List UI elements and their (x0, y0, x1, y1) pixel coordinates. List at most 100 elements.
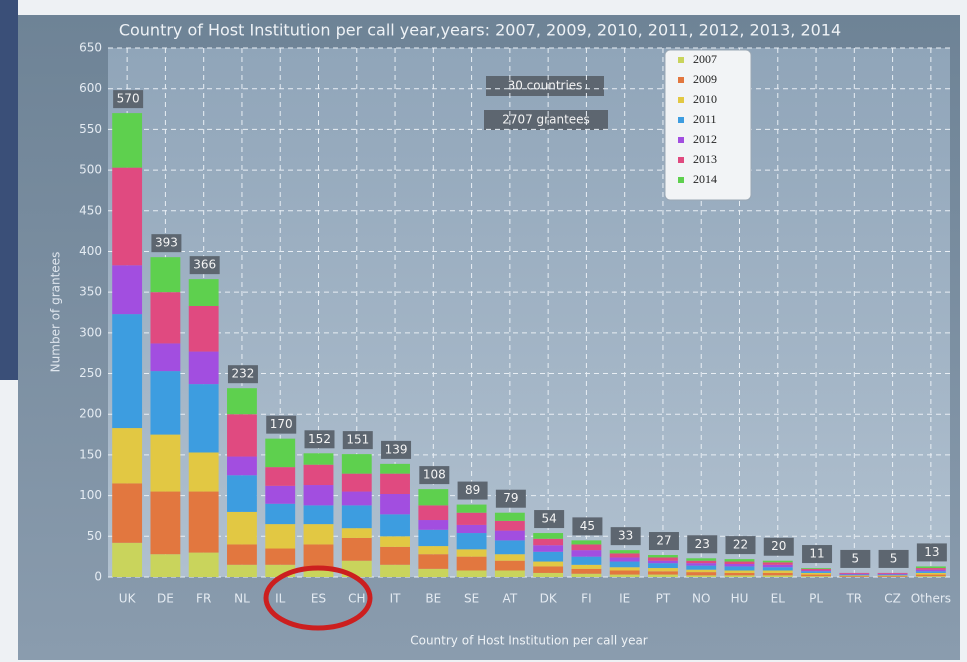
bar-segment (188, 552, 219, 577)
total-label: 151 (346, 433, 369, 447)
bar-segment (762, 575, 793, 577)
legend-swatch (678, 157, 684, 163)
total-label: 108 (423, 468, 446, 482)
bar-segment (418, 554, 449, 569)
bar-segment (150, 554, 181, 577)
bar-segment (724, 563, 755, 567)
total-label: 54 (541, 512, 556, 526)
legend-label: 2009 (693, 72, 717, 86)
x-axis-label: Country of Host Institution per call yea… (410, 634, 648, 648)
bar-segment (456, 556, 487, 571)
bar-segment (724, 575, 755, 577)
bar-segment (686, 560, 717, 564)
bar-segment (341, 473, 372, 492)
bar-segment (418, 505, 449, 521)
total-label: 20 (771, 539, 786, 553)
bar-segment (456, 533, 487, 550)
bar-segment (648, 574, 678, 577)
bar-segment (418, 520, 449, 530)
bar-segment (571, 550, 602, 557)
total-label-box (457, 481, 488, 500)
total-label-box (151, 234, 182, 253)
x-tick-label: CH (348, 592, 365, 606)
total-label-box (572, 517, 603, 536)
total-label-box (304, 430, 335, 449)
total-label: 393 (155, 236, 178, 250)
bar-segment (762, 570, 793, 573)
total-label: 23 (695, 537, 710, 551)
bar-segment (150, 434, 181, 492)
bar-segment (494, 540, 525, 555)
x-tick-label: DK (540, 592, 558, 606)
bar-segment (762, 562, 793, 565)
bar-segment (609, 553, 640, 558)
annotation-box (486, 76, 604, 96)
bar-segment (456, 512, 487, 525)
bar-segment (801, 574, 831, 577)
bar-segment (533, 561, 564, 567)
bar-segment (112, 483, 143, 543)
bar-segment (188, 305, 219, 352)
total-label-box (495, 489, 526, 508)
bar-segment (801, 568, 831, 569)
bar-segment (188, 452, 219, 492)
total-label-box (610, 527, 641, 546)
bar-segment (112, 113, 143, 168)
bar-segment (380, 514, 410, 537)
legend-label: 2013 (693, 152, 717, 166)
bar-segment (227, 511, 257, 545)
bar-segment (418, 568, 449, 577)
x-tick-label: BE (425, 592, 441, 606)
y-tick-label: 400 (79, 244, 102, 258)
x-tick-label: PT (656, 592, 671, 606)
bar-segment (418, 546, 449, 555)
bar-segment (686, 575, 717, 577)
bar-segment (915, 576, 946, 577)
bar-segment (188, 279, 219, 306)
total-label: 27 (656, 534, 671, 548)
bar-segment (839, 574, 870, 576)
bar-segment (227, 414, 257, 457)
y-tick-label: 600 (79, 81, 102, 95)
bar-segment (686, 563, 717, 566)
y-axis-label: Number of grantees (49, 252, 63, 373)
bar-segment (303, 567, 334, 577)
bar-segment (571, 564, 602, 569)
y-tick-label: 550 (79, 122, 102, 136)
bar-segment (801, 571, 831, 573)
bar-segment (762, 560, 793, 563)
x-tick-label: NO (692, 592, 710, 606)
x-tick-label: IE (619, 592, 630, 606)
total-label-box (687, 535, 718, 554)
total-label: 570 (117, 92, 140, 106)
total-label: 5 (851, 551, 859, 565)
x-tick-label: IT (390, 592, 402, 606)
bar-segment (227, 475, 257, 512)
bar-segment (112, 428, 143, 484)
bar-segment (609, 570, 640, 575)
total-label-box (381, 440, 412, 459)
bar-segment (150, 292, 181, 344)
bar-segment (877, 573, 908, 575)
x-tick-label: NL (234, 592, 250, 606)
legend-swatch (678, 137, 684, 143)
bar-segment (915, 569, 946, 572)
bar-segment (494, 512, 525, 521)
total-label-box (342, 431, 373, 450)
total-label: 152 (308, 432, 331, 446)
x-tick-label: CZ (884, 592, 901, 606)
bar-segment (188, 351, 219, 385)
bar-segment (112, 167, 143, 266)
total-label-box (840, 549, 871, 568)
legend-swatch (678, 57, 684, 63)
bar-segment (877, 575, 908, 577)
bar-segment (112, 542, 143, 577)
bar-segment (380, 546, 410, 565)
chart-title: Country of Host Institution per call yea… (119, 21, 841, 40)
bar-segment (265, 548, 296, 565)
bar-segment (571, 556, 602, 565)
legend-label: 2011 (693, 112, 717, 126)
legend-swatch (678, 77, 684, 83)
y-tick-label: 150 (79, 447, 102, 461)
